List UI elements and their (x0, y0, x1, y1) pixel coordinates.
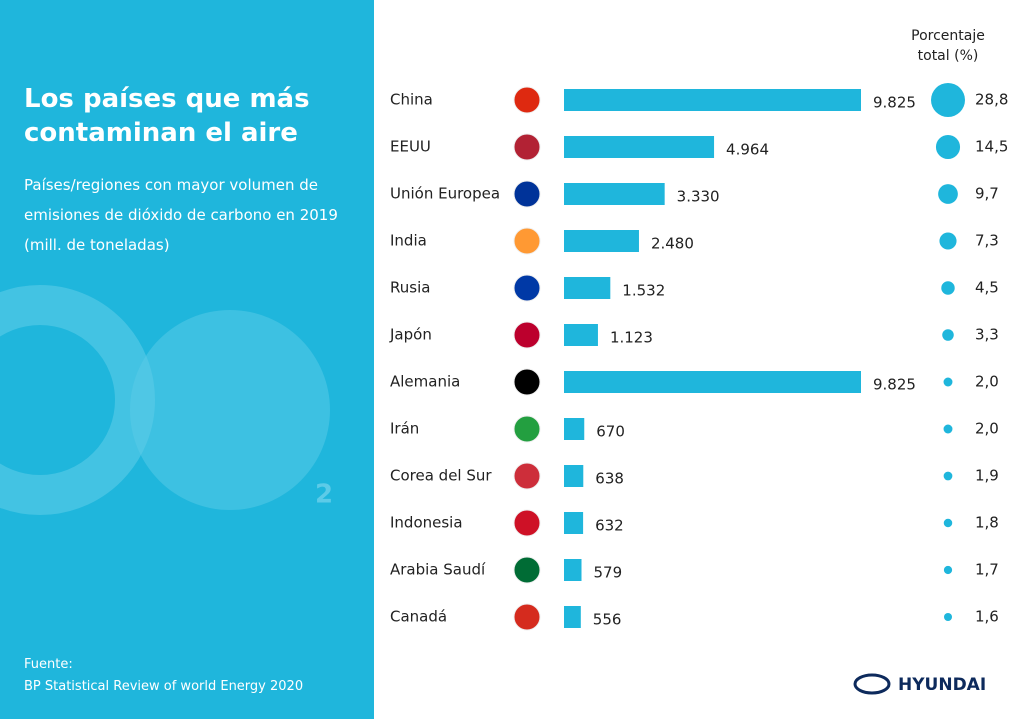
percent-label: 1,6 (975, 608, 999, 626)
bar (564, 559, 582, 581)
brand: HYUNDAI (898, 675, 986, 695)
category-label: Arabia Saudí (390, 561, 486, 579)
percent-bubble (938, 184, 958, 204)
value-label: 2.480 (651, 235, 694, 253)
bar (564, 324, 598, 346)
flag-icon (513, 415, 541, 443)
percent-bubble (931, 83, 965, 117)
percent-bubble (939, 232, 957, 250)
svg-text:2: 2 (315, 480, 333, 510)
bar (564, 183, 665, 205)
title: Los países que más contaminan el aire (24, 84, 310, 148)
bar (564, 371, 861, 393)
source-text: BP Statistical Review of world Energy 20… (24, 679, 304, 694)
percent-label: 2,0 (975, 420, 999, 438)
value-label: 9.825 (873, 94, 916, 112)
flag-icon (513, 274, 541, 302)
category-label: Corea del Sur (390, 467, 492, 485)
flag-icon (513, 86, 541, 114)
value-label: 670 (596, 423, 625, 441)
category-label: Alemania (390, 373, 460, 391)
bar (564, 230, 639, 252)
flag-icon (513, 180, 541, 208)
percent-bubble (943, 518, 953, 528)
value-label: 1.123 (610, 329, 653, 347)
percent-label: 7,3 (975, 232, 999, 250)
source-label: Fuente: (24, 657, 73, 672)
flag-icon (513, 462, 541, 490)
value-label: 638 (595, 470, 624, 488)
percent-bubble (943, 377, 953, 387)
percent-bubble (943, 424, 953, 434)
side-panel: 2 Los países que más contaminan el aire … (0, 0, 374, 719)
value-label: 9.825 (873, 376, 916, 394)
co2-decoration: 2 (0, 285, 333, 515)
category-label: Japón (389, 326, 432, 344)
percent-label: 1,7 (975, 561, 999, 579)
category-label: Unión Europea (390, 185, 500, 203)
percent-header: Porcentaje (911, 28, 985, 44)
percent-label: 14,5 (975, 138, 1008, 156)
source: Fuente: BP Statistical Review of world E… (24, 654, 303, 698)
bar (564, 512, 584, 534)
percent-bubble (935, 134, 961, 160)
category-label: China (390, 91, 433, 109)
value-label: 556 (593, 611, 622, 629)
percent-label: 1,8 (975, 514, 999, 532)
flag-icon (513, 603, 541, 631)
category-label: Irán (390, 420, 419, 438)
brand-logo: HYUNDAI (853, 673, 986, 695)
bar (564, 136, 715, 158)
category-label: EEUU (390, 138, 431, 156)
value-label: 579 (594, 564, 623, 582)
percent-bubble (943, 471, 953, 481)
value-label: 1.532 (622, 282, 665, 300)
flag-icon (513, 556, 541, 584)
category-label: India (390, 232, 427, 250)
percent-label: 2,0 (975, 373, 999, 391)
chart: Porcentaje total (%) HYUNDAI China 9.825 2… (389, 28, 1008, 695)
bar (564, 465, 584, 487)
percent-bubble (943, 565, 953, 575)
category-label: Canadá (390, 608, 447, 626)
category-label: Rusia (390, 279, 430, 297)
flag-icon (513, 509, 541, 537)
percent-header: total (%) (918, 48, 979, 64)
flag-icon (513, 227, 541, 255)
bar (564, 277, 611, 299)
percent-label: 9,7 (975, 185, 999, 203)
percent-label: 3,3 (975, 326, 999, 344)
percent-label: 4,5 (975, 279, 999, 297)
value-label: 3.330 (677, 188, 720, 206)
bar (564, 606, 581, 628)
bar (564, 89, 861, 111)
category-label: Indonesia (390, 514, 463, 532)
percent-bubble (943, 612, 953, 622)
percent-bubble (941, 281, 955, 295)
value-label: 4.964 (726, 141, 769, 159)
value-label: 632 (595, 517, 624, 535)
flag-icon (513, 321, 541, 349)
percent-bubble (942, 329, 954, 341)
bar (564, 418, 585, 440)
flag-icon (513, 368, 541, 396)
subtitle: Países/regiones con mayor volumen de emi… (24, 176, 338, 254)
percent-label: 28,8 (975, 91, 1008, 109)
flag-icon (513, 133, 541, 161)
percent-label: 1,9 (975, 467, 999, 485)
